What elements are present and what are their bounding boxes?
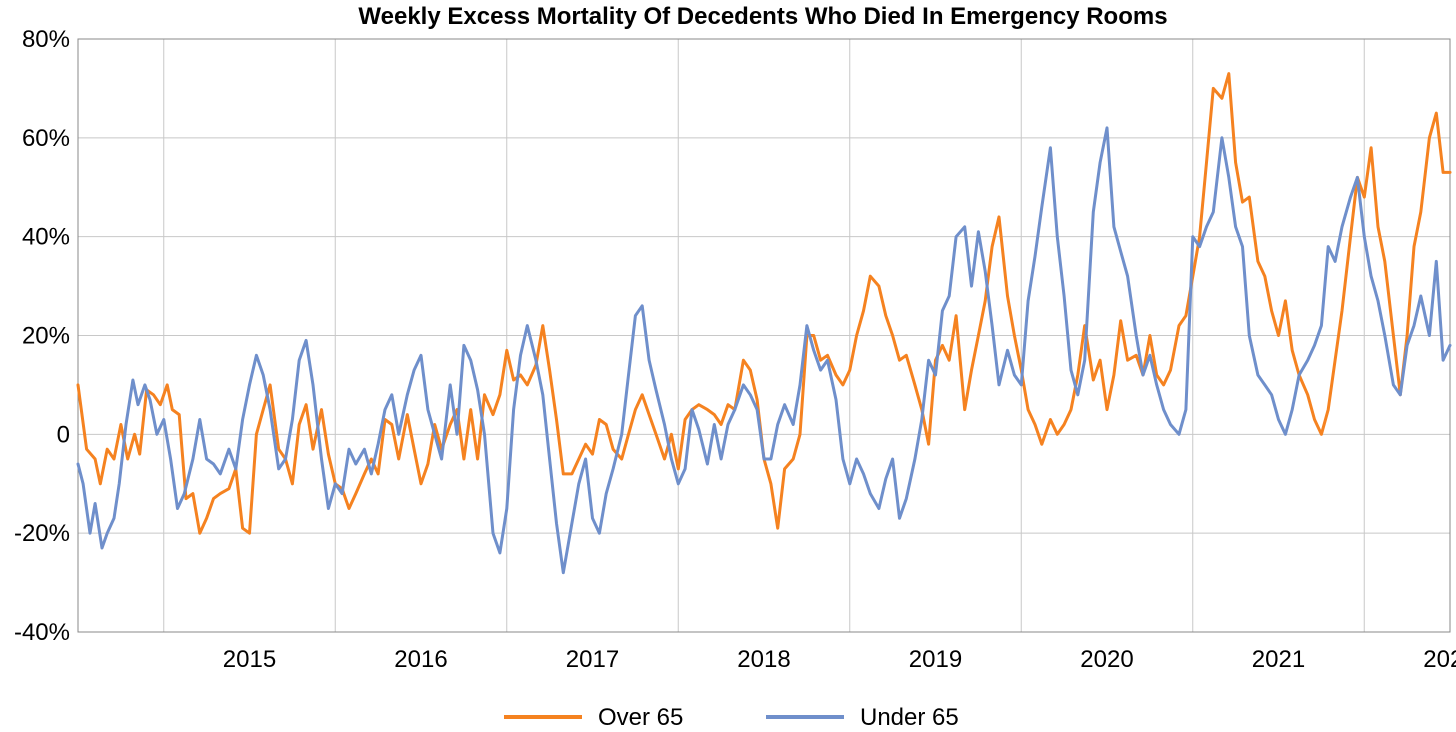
x-tick-label: 2017 — [566, 646, 619, 673]
series-line-over-65 — [76, 72, 1452, 535]
plot-frame — [77, 38, 1451, 633]
legend-label: Over 65 — [598, 704, 683, 731]
x-tick-label: 2022 — [1423, 646, 1456, 673]
x-tick-label: 2016 — [394, 646, 447, 673]
chart-title: Weekly Excess Mortality Of Decedents Who… — [358, 3, 1167, 30]
y-tick-label: 40% — [22, 224, 70, 251]
legend: Over 65 Under 65 — [504, 704, 959, 731]
y-axis-ticks: 80% 60% 40% 20% 0 -20% -40% — [14, 26, 70, 646]
y-tick-label: 80% — [22, 26, 70, 53]
series-lines — [76, 72, 1452, 575]
x-tick-label: 2015 — [223, 646, 276, 673]
x-tick-label: 2019 — [909, 646, 962, 673]
x-axis-ticks: 2015 2016 2017 2018 2019 2020 2021 2022 — [223, 646, 1456, 673]
x-tick-label: 2021 — [1252, 646, 1305, 673]
y-tick-label: 20% — [22, 323, 70, 350]
y-tick-label: 0 — [57, 421, 70, 448]
x-tick-label: 2020 — [1080, 646, 1133, 673]
x-tick-label: 2018 — [737, 646, 790, 673]
legend-label: Under 65 — [860, 704, 959, 731]
grid — [78, 38, 1450, 633]
y-tick-label: 60% — [22, 125, 70, 152]
y-tick-label: -20% — [14, 520, 70, 547]
y-tick-label: -40% — [14, 619, 70, 646]
series-line-under-65 — [76, 126, 1452, 575]
